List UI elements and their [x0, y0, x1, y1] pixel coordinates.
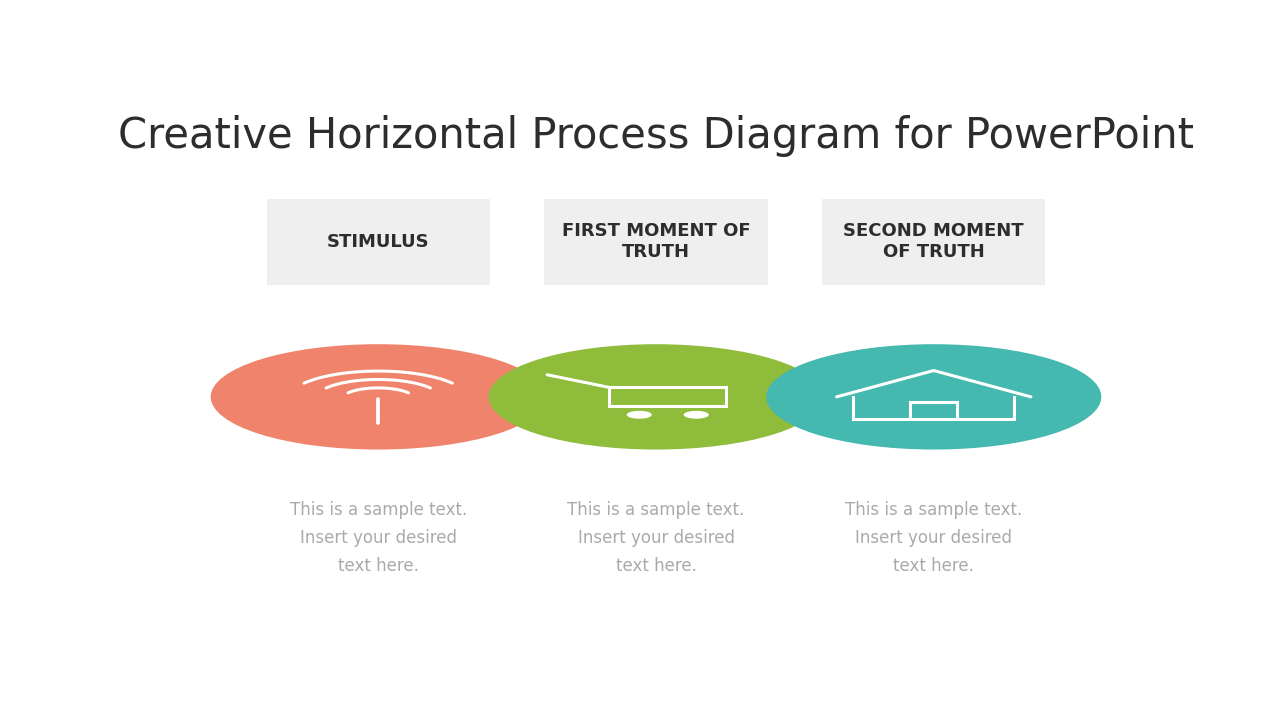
FancyBboxPatch shape: [266, 199, 490, 284]
Ellipse shape: [767, 344, 1101, 449]
FancyBboxPatch shape: [544, 199, 768, 284]
Ellipse shape: [627, 411, 652, 419]
Text: This is a sample text.
Insert your desired
text here.: This is a sample text. Insert your desir…: [289, 501, 467, 575]
FancyBboxPatch shape: [822, 199, 1046, 284]
Ellipse shape: [489, 344, 823, 449]
Text: FIRST MOMENT OF
TRUTH: FIRST MOMENT OF TRUTH: [562, 222, 750, 261]
Text: STIMULUS: STIMULUS: [326, 233, 430, 251]
Text: Creative Horizontal Process Diagram for PowerPoint: Creative Horizontal Process Diagram for …: [118, 115, 1194, 157]
Text: This is a sample text.
Insert your desired
text here.: This is a sample text. Insert your desir…: [567, 501, 745, 575]
Ellipse shape: [684, 411, 709, 419]
Ellipse shape: [211, 344, 545, 449]
Text: SECOND MOMENT
OF TRUTH: SECOND MOMENT OF TRUTH: [844, 222, 1024, 261]
Text: This is a sample text.
Insert your desired
text here.: This is a sample text. Insert your desir…: [845, 501, 1023, 575]
